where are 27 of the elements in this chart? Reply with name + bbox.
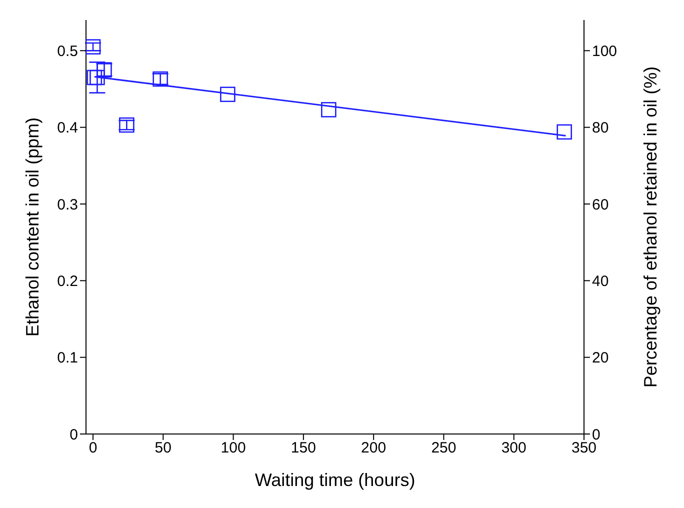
point <box>90 70 105 86</box>
y-tick-label: 0 <box>70 426 78 444</box>
y2-tick-label: 60 <box>592 196 609 214</box>
y-tick-label: 0.3 <box>57 196 78 214</box>
x-tick-label: 200 <box>361 440 386 457</box>
point <box>86 70 102 86</box>
point <box>220 86 236 102</box>
y2-tick-label: 100 <box>592 42 618 60</box>
x-tick-label: 250 <box>431 440 456 457</box>
x-tick-label: 50 <box>154 440 172 457</box>
y-tick-label: 0.2 <box>57 272 78 290</box>
y2-tick-label: 80 <box>592 120 609 137</box>
y-tick-label: 0.1 <box>57 350 78 367</box>
point <box>321 102 336 118</box>
point <box>556 124 572 140</box>
x-axis-title: Waiting time (hours) <box>254 470 416 490</box>
y2-tick-label: 20 <box>592 350 609 367</box>
x-tick-label: 100 <box>220 440 246 457</box>
y-axis-title: Ethanol content in oil (ppm) <box>22 117 42 337</box>
point <box>86 39 101 54</box>
x-tick-label: 0 <box>88 440 98 457</box>
x-tick-label: 300 <box>501 440 526 457</box>
y-tick-label: 0.4 <box>57 120 78 137</box>
x-tick-label: 150 <box>290 440 316 457</box>
y2-axis-title: Percentage of ethanol retained in oil (%) <box>640 66 660 388</box>
y2-tick-label: 40 <box>592 272 609 290</box>
y-tick-label: 0.5 <box>57 42 78 60</box>
